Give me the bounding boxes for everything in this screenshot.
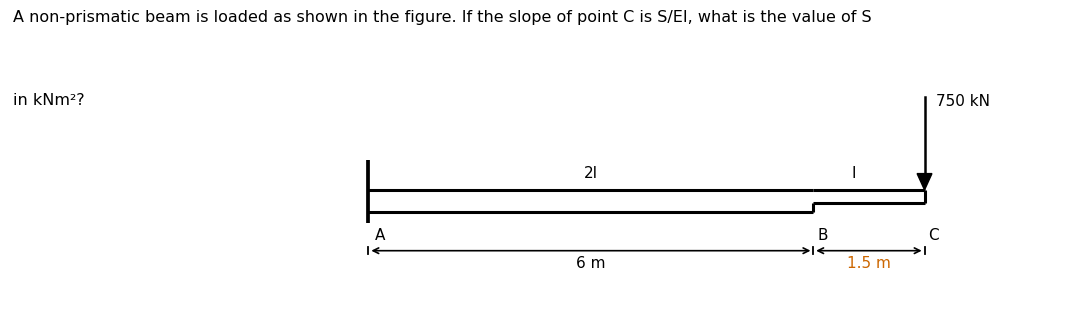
Text: 1.5 m: 1.5 m: [847, 256, 891, 271]
Text: C: C: [928, 228, 939, 243]
Text: I: I: [852, 166, 857, 181]
Text: 6 m: 6 m: [576, 256, 606, 271]
Text: A: A: [374, 228, 385, 243]
Polygon shape: [918, 174, 932, 190]
Text: 2I: 2I: [584, 166, 598, 181]
Text: B: B: [817, 228, 828, 243]
Text: A non-prismatic beam is loaded as shown in the figure. If the slope of point C i: A non-prismatic beam is loaded as shown …: [13, 10, 872, 25]
Text: 750 kN: 750 kN: [936, 94, 989, 109]
Text: in kNm²?: in kNm²?: [13, 93, 85, 108]
